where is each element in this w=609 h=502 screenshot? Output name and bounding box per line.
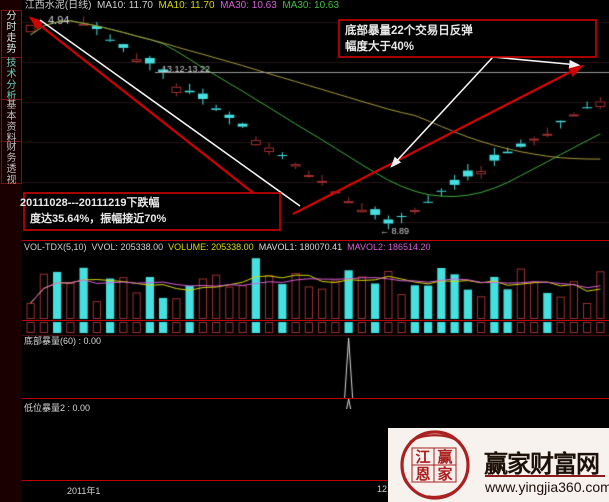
svg-text:恩: 恩: [415, 466, 430, 483]
svg-text:家: 家: [437, 465, 452, 483]
svg-text:江: 江: [415, 448, 430, 466]
svg-text:赢: 赢: [437, 448, 452, 466]
